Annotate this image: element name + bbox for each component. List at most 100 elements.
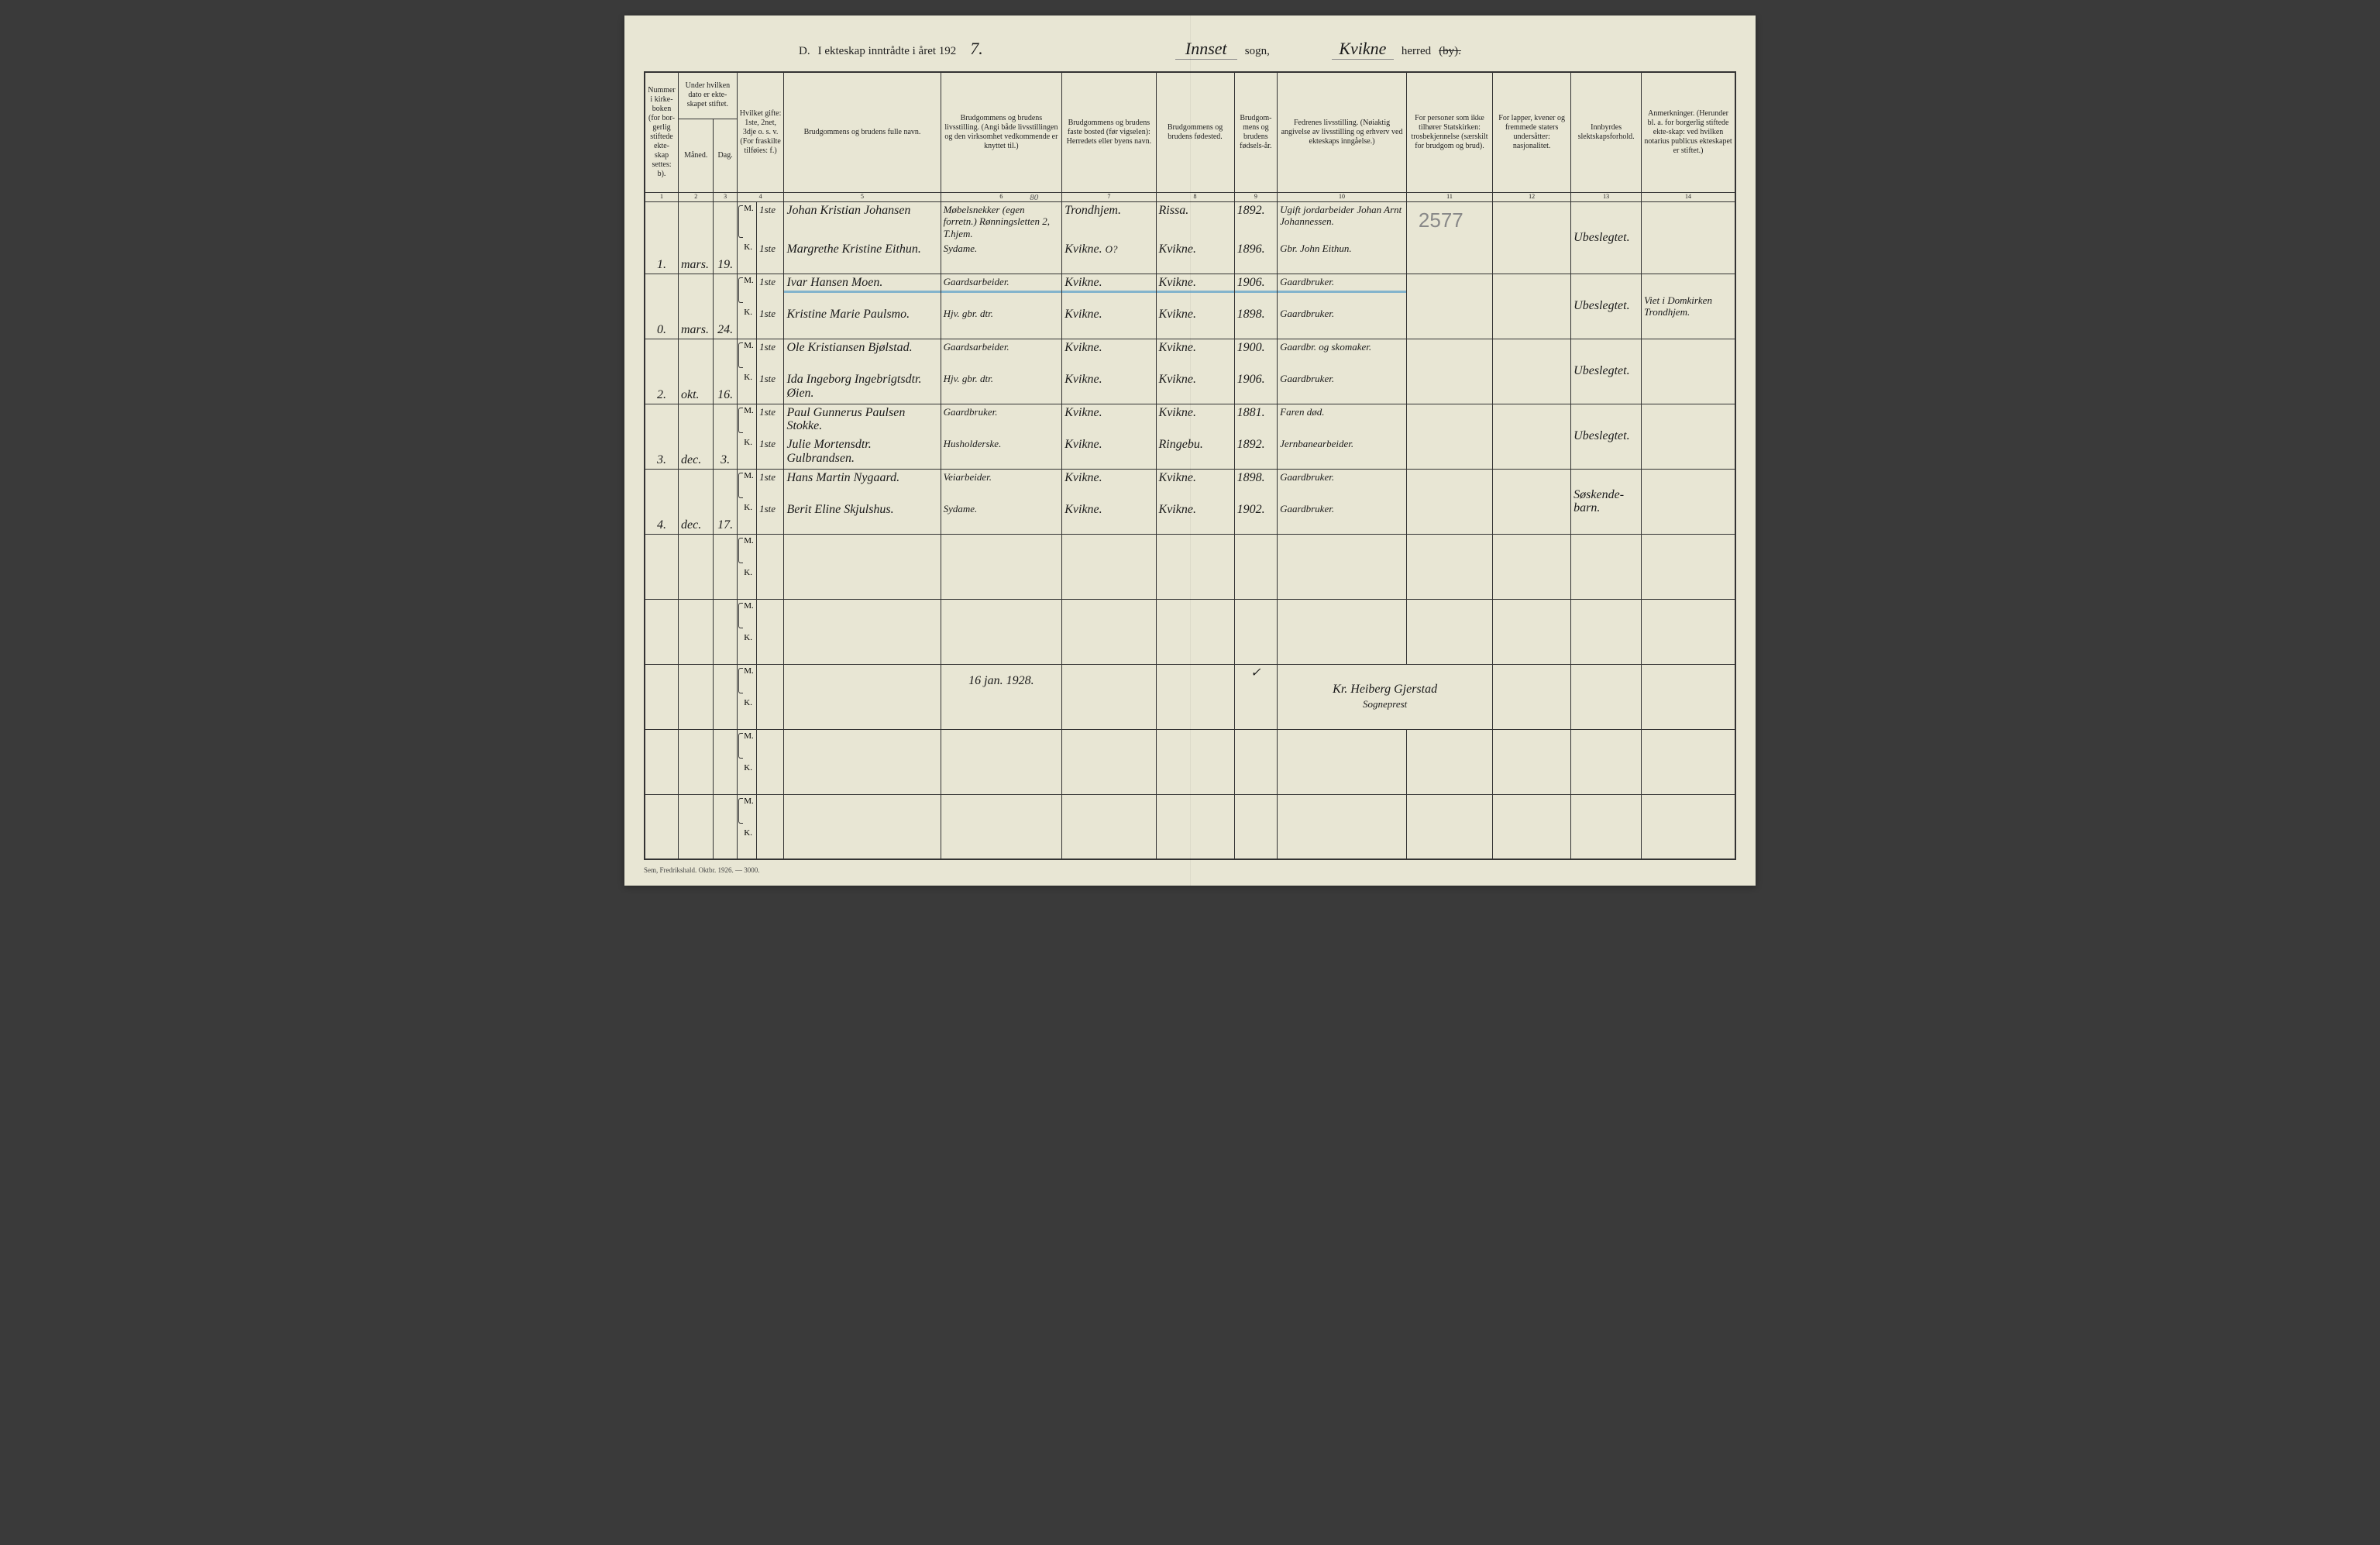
mk-label: M. xyxy=(737,404,756,436)
trosbekjennelse xyxy=(1406,404,1492,469)
signature-date: 16 jan. 1928. xyxy=(941,664,1062,697)
groom-residence: Kvikne. xyxy=(1062,339,1156,371)
entry-day: 16. xyxy=(714,339,737,404)
bride-name: Kristine Marie Paulsmo. xyxy=(784,306,941,339)
bride-birthyear: 1898. xyxy=(1234,306,1278,339)
groom-residence: Kvikne. xyxy=(1062,469,1156,501)
nasjonalitet xyxy=(1493,404,1571,469)
entry-day: 17. xyxy=(714,469,737,534)
bride-residence: Kvikne. O? xyxy=(1062,241,1156,274)
blue-strike-line xyxy=(1235,291,1278,293)
slektskap: Ubeslegtet. xyxy=(1571,274,1642,339)
entry-number: 3. xyxy=(645,404,679,469)
gifte: 1ste xyxy=(757,339,784,371)
groom-name: Ivar Hansen Moen. xyxy=(784,274,941,306)
blank-row: M. xyxy=(645,729,1735,762)
mk-label: K. xyxy=(737,371,756,404)
colnum: 8 xyxy=(1156,192,1234,201)
anmerkninger xyxy=(1642,469,1735,534)
groom-birthplace: Kvikne. xyxy=(1156,274,1234,306)
bride-name: Berit Eline Skjulshus. xyxy=(784,501,941,534)
mk-label: M. xyxy=(737,274,756,306)
entry-month: dec. xyxy=(679,404,714,469)
entry-number: 2. xyxy=(645,339,679,404)
entry-number: 0. xyxy=(645,274,679,339)
blank-row: M. xyxy=(645,599,1735,631)
col-header: Brudgom-mens og brudens fødsels-år. xyxy=(1234,72,1278,192)
bride-occupation: Hjv. gbr. dtr. xyxy=(941,371,1062,404)
colnum: 1 xyxy=(645,192,679,201)
groom-birthyear: 1898. xyxy=(1234,469,1278,501)
bride-birthplace: Kvikne. xyxy=(1156,241,1234,274)
pencil-annotation: 2577 xyxy=(1419,208,1463,232)
bride-name: Ida Ingeborg Ingebrigtsdtr. Øien. xyxy=(784,371,941,404)
gifte: 1ste xyxy=(757,371,784,404)
gifte: 1ste xyxy=(757,274,784,306)
mk-label: K. xyxy=(737,306,756,339)
gifte: 1ste xyxy=(757,241,784,274)
mk-label: M. xyxy=(737,469,756,501)
anmerkninger xyxy=(1642,201,1735,274)
groom-name: Hans Martin Nygaard. xyxy=(784,469,941,501)
col-header: Fedrenes livsstilling. (Nøiaktig angivel… xyxy=(1278,72,1407,192)
colnum: 2 xyxy=(679,192,714,201)
bride-birthplace: Kvikne. xyxy=(1156,501,1234,534)
signature-row: M.16 jan. 1928.✓Kr. Heiberg GjerstadSogn… xyxy=(645,664,1735,697)
bride-father: Gaardbruker. xyxy=(1278,371,1407,404)
colnum: 10 xyxy=(1278,192,1407,201)
section-letter: D. xyxy=(799,45,810,58)
gifte: 1ste xyxy=(757,306,784,339)
anmerkninger xyxy=(1642,339,1735,404)
trosbekjennelse xyxy=(1406,469,1492,534)
gifte: 1ste xyxy=(757,501,784,534)
blue-strike-line xyxy=(1278,291,1406,293)
groom-birthyear: 1906. xyxy=(1234,274,1278,306)
col-subheader: Måned. xyxy=(679,119,714,192)
colnum: 7 xyxy=(1062,192,1156,201)
entry-month: mars. xyxy=(679,274,714,339)
year-digit: 7. xyxy=(964,39,989,59)
groom-birthplace: Rissa. xyxy=(1156,201,1234,241)
bride-birthyear: 1906. xyxy=(1234,371,1278,404)
trosbekjennelse: 2577 xyxy=(1406,201,1492,274)
col-header: Anmerkninger. (Herunder bl. a. for borge… xyxy=(1642,72,1735,192)
colnum: 13 xyxy=(1571,192,1642,201)
gifte: 1ste xyxy=(757,469,784,501)
gifte: 1ste xyxy=(757,436,784,469)
slektskap: Ubeslegtet. xyxy=(1571,404,1642,469)
sogn-value: Innset xyxy=(1175,39,1237,60)
blue-strike-line xyxy=(1157,291,1234,293)
col-header: Innbyrdes slektskapsforhold. xyxy=(1571,72,1642,192)
trosbekjennelse xyxy=(1406,274,1492,339)
bride-father: Gaardbruker. xyxy=(1278,306,1407,339)
entry-row-groom: 3.dec.3. M.1stePaul Gunnerus Paulsen Sto… xyxy=(645,404,1735,436)
bride-birthplace: Kvikne. xyxy=(1156,371,1234,404)
groom-occupation: Møbelsnekker (egen forretn.) Rønningslet… xyxy=(941,201,1062,241)
colnum: 12 xyxy=(1493,192,1571,201)
entry-month: mars. xyxy=(679,201,714,274)
col-header: Brudgommens og brudens fødested. xyxy=(1156,72,1234,192)
bride-residence: Kvikne. xyxy=(1062,306,1156,339)
bride-residence: Kvikne. xyxy=(1062,371,1156,404)
groom-birthplace: Kvikne. xyxy=(1156,469,1234,501)
nasjonalitet xyxy=(1493,469,1571,534)
groom-birthyear: 1892. xyxy=(1234,201,1278,241)
colnum: 9 xyxy=(1234,192,1278,201)
slektskap: Ubeslegtet. xyxy=(1571,201,1642,274)
groom-residence: Trondhjem. xyxy=(1062,201,1156,241)
col-header: Brudgommens og brudens livsstilling. (An… xyxy=(941,72,1062,192)
bride-father: Gaardbruker. xyxy=(1278,501,1407,534)
groom-birthplace: Kvikne. xyxy=(1156,404,1234,436)
groom-birthyear: 1881. xyxy=(1234,404,1278,436)
entry-day: 24. xyxy=(714,274,737,339)
signature-mark: ✓ xyxy=(1234,664,1278,697)
col-header: Brudgommens og brudens faste bosted (før… xyxy=(1062,72,1156,192)
bride-father: Gbr. John Eithun. xyxy=(1278,241,1407,274)
entry-day: 19. xyxy=(714,201,737,274)
bride-residence: Kvikne. xyxy=(1062,501,1156,534)
nasjonalitet xyxy=(1493,339,1571,404)
by-struck: (by). xyxy=(1439,45,1461,58)
nasjonalitet xyxy=(1493,201,1571,274)
mk-label: M. xyxy=(737,339,756,371)
colnum: 6 xyxy=(941,192,1062,201)
